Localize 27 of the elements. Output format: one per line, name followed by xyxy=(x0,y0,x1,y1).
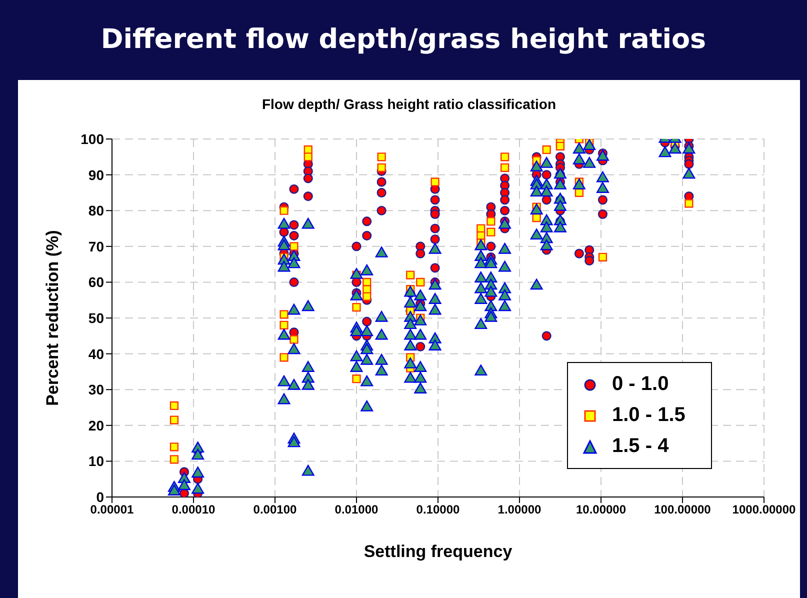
y-tick-label: 100 xyxy=(80,130,104,147)
y-tick-label: 70 xyxy=(88,238,104,254)
y-tick-label: 90 xyxy=(88,166,104,183)
y-axis-title: Percent reduction (%) xyxy=(43,230,62,406)
legend-label: 1.5 - 4 xyxy=(612,435,669,458)
legend-label: 0 - 1.0 xyxy=(612,373,669,396)
y-tick-label: 30 xyxy=(88,382,104,398)
y-tick-label: 80 xyxy=(88,202,104,219)
x-tick-label: 0.10000 xyxy=(416,502,460,517)
legend-label: 1.0 - 1.5 xyxy=(612,404,686,427)
x-tick-label: 1.00000 xyxy=(498,502,542,517)
x-axis-title: Settling frequency xyxy=(364,542,513,561)
x-tick-label: 0.01000 xyxy=(334,502,379,517)
chart-subtitle: Flow depth/ Grass height ratio classification xyxy=(260,96,558,112)
x-tick-label: 10.00000 xyxy=(576,502,626,517)
y-tick-label: 60 xyxy=(88,274,104,290)
y-tick-label: 50 xyxy=(88,310,104,326)
x-tick-label: 0.00010 xyxy=(172,502,216,517)
x-tick-label: 0.00001 xyxy=(90,502,134,517)
y-tick-label: 0 xyxy=(96,488,104,505)
y-tick-label: 20 xyxy=(88,417,104,434)
chart-title: Different flow depth/grass height ratios xyxy=(100,22,708,56)
y-tick-label: 40 xyxy=(88,346,104,362)
x-tick-label: 1000.00000 xyxy=(732,502,796,517)
x-tick-label: 100.00000 xyxy=(654,502,712,517)
y-tick-label: 10 xyxy=(88,453,104,470)
x-tick-label: 0.00100 xyxy=(253,502,298,517)
